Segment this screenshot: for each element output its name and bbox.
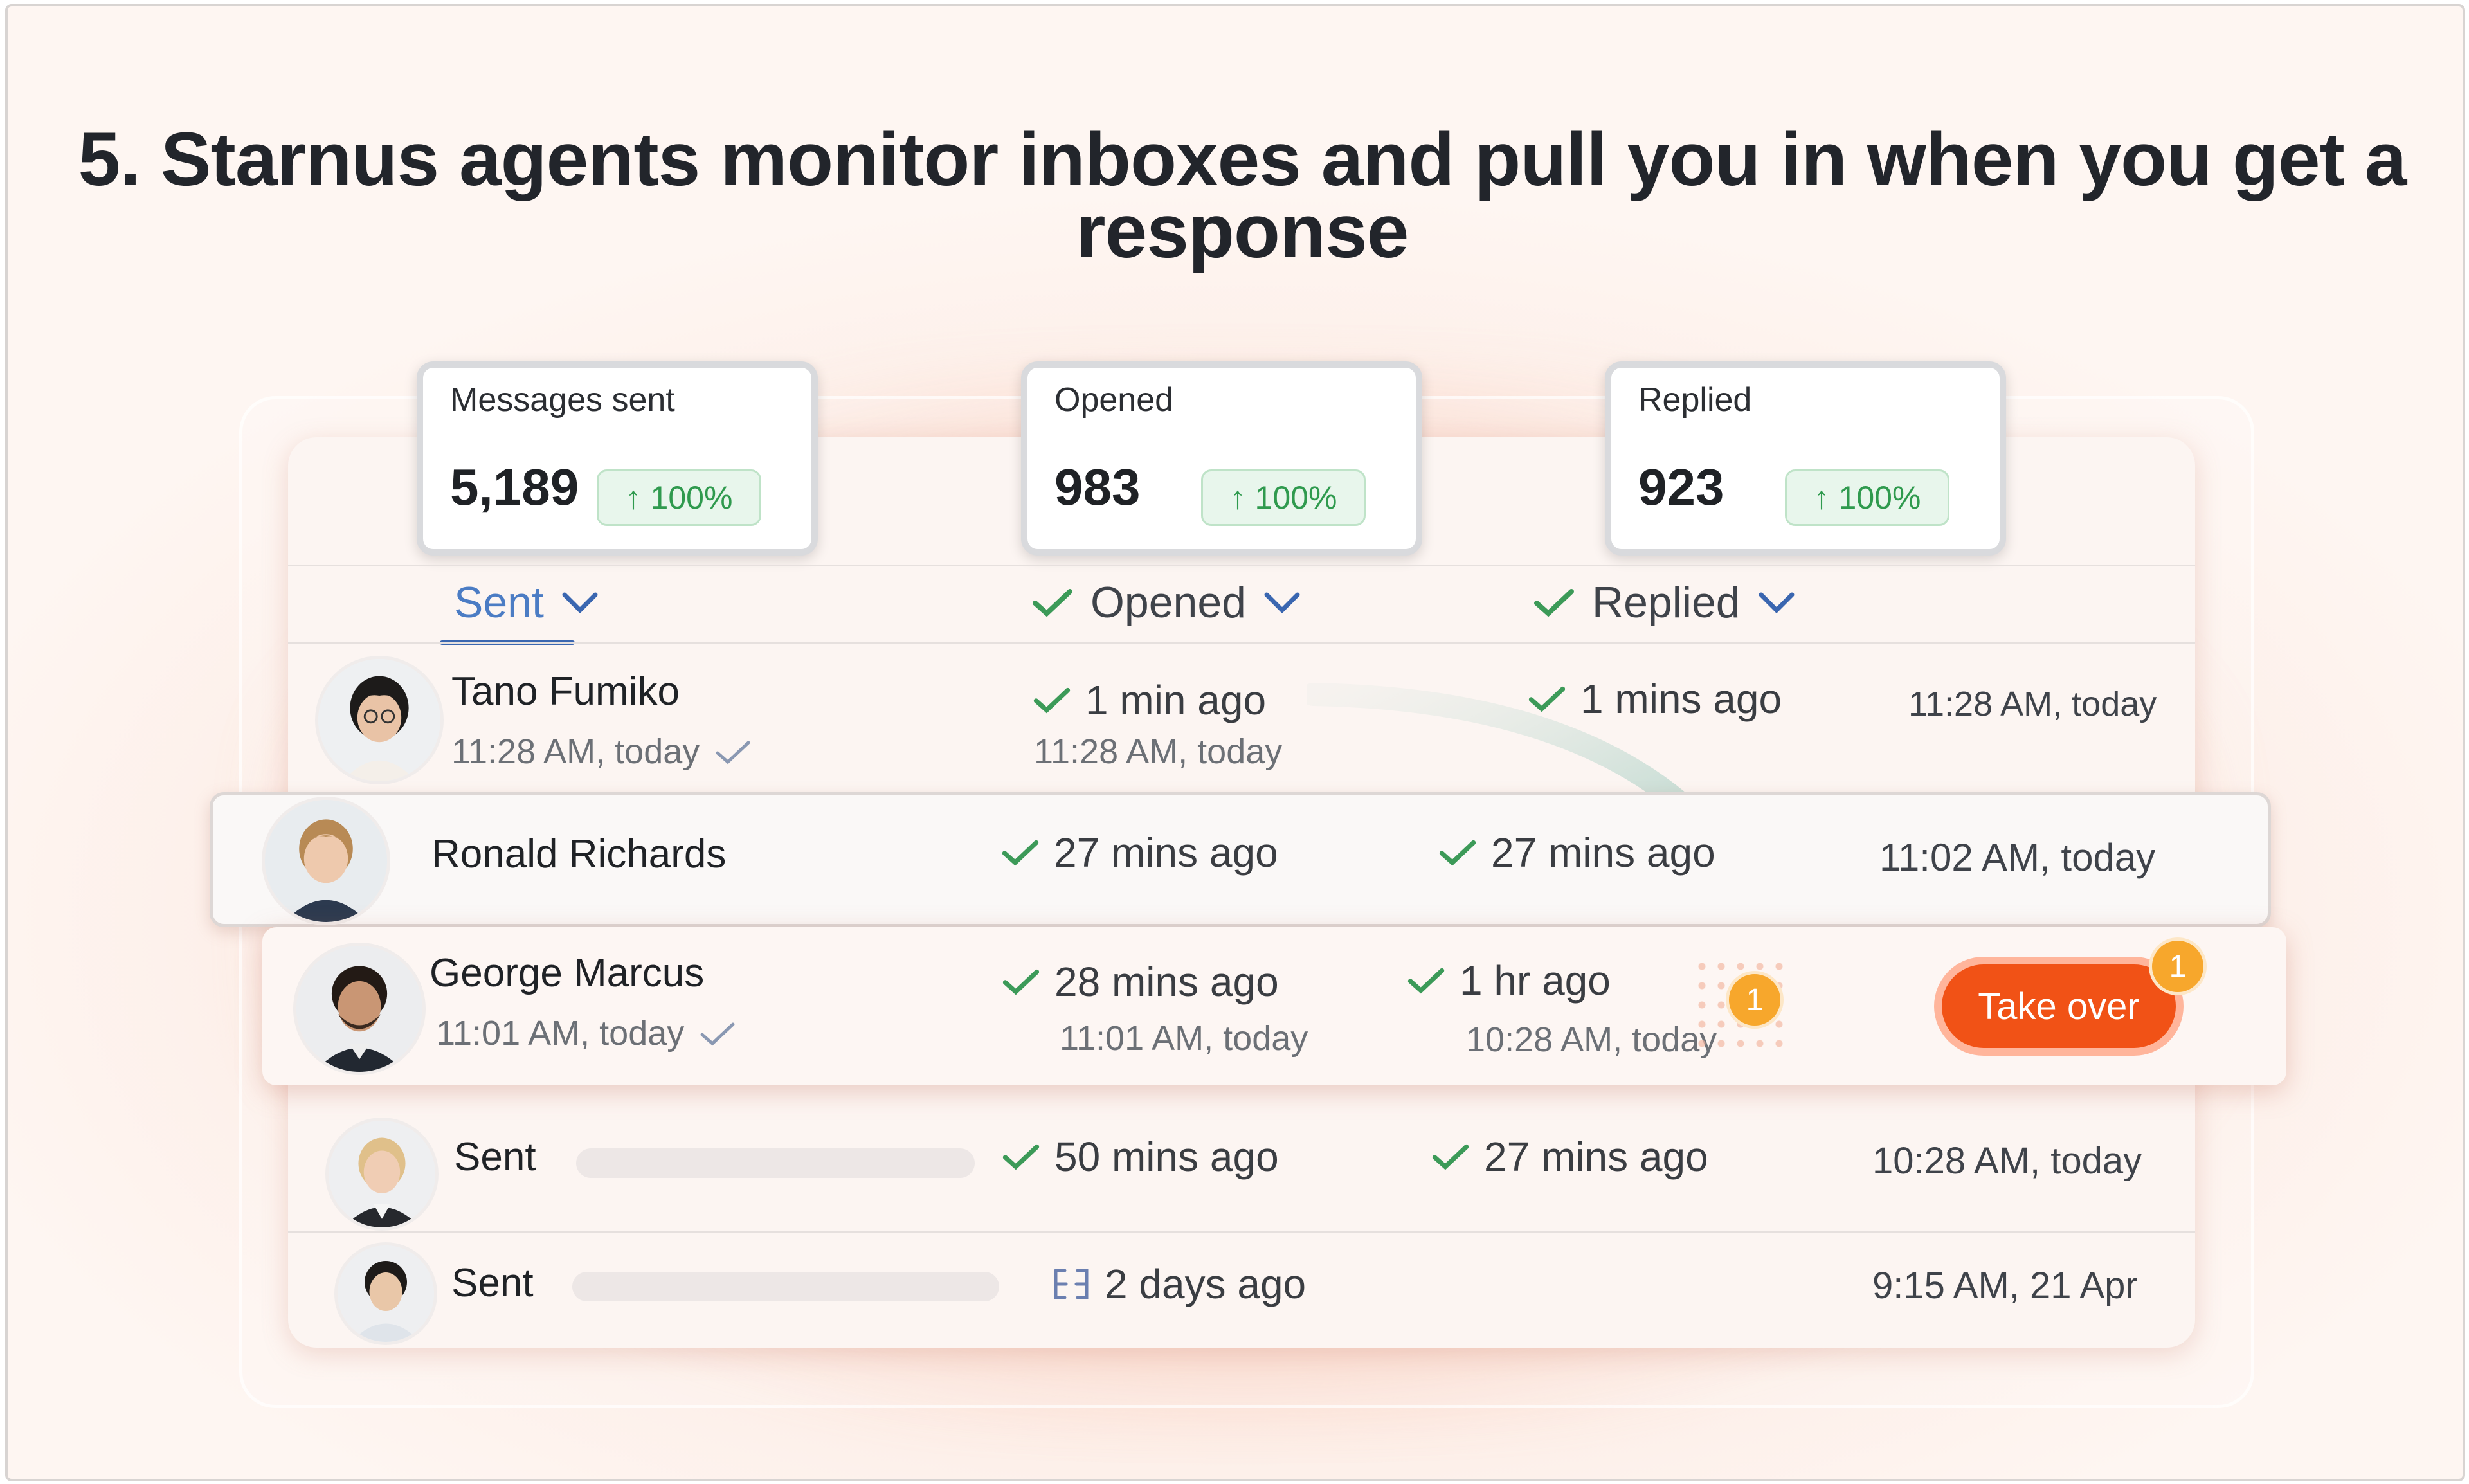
take-over-label: Take over — [1942, 964, 2176, 1048]
placeholder-bar — [576, 1148, 975, 1178]
check-icon — [700, 1022, 735, 1046]
replied-status: 27 mins ago — [1431, 1133, 1708, 1181]
avatar — [293, 943, 426, 1075]
check-icon — [1002, 1144, 1040, 1170]
opened-status: 1 min ago — [1033, 676, 1266, 724]
arrow-up-icon: ↑ — [625, 480, 642, 516]
row-timestamp: 9:15 AM, 21 Apr — [1872, 1265, 2138, 1307]
chevron-down-icon — [562, 592, 598, 613]
opened-status: 27 mins ago — [1001, 829, 1278, 876]
take-over-badge: 1 — [2149, 937, 2207, 995]
divider — [288, 565, 2195, 566]
stat-card-replied: Replied 923 ↑ 100% — [1605, 361, 2006, 556]
sent-time: 11:01 AM, today — [436, 1013, 736, 1053]
contact-name: Sent — [451, 1261, 534, 1305]
placeholder-bar — [572, 1272, 999, 1301]
contact-name: Tano Fumiko — [451, 669, 680, 714]
avatar — [315, 656, 444, 784]
stat-label: Opened — [1054, 381, 1174, 419]
opened-status: 28 mins ago — [1002, 958, 1279, 1006]
replied-status: 1 hr ago — [1407, 957, 1611, 1004]
stat-change-badge: ↑ 100% — [1201, 469, 1366, 526]
stat-change-badge: ↑ 100% — [597, 469, 761, 526]
avatar — [325, 1118, 439, 1231]
tab-opened[interactable]: Opened — [1031, 577, 1301, 628]
opened-time: 11:28 AM, today — [1034, 732, 1283, 771]
chevron-down-icon — [1759, 592, 1795, 613]
notification-badge: 1 — [1726, 971, 1784, 1029]
row-timestamp: 11:02 AM, today — [1879, 836, 2156, 879]
check-icon — [1407, 968, 1445, 994]
tab-replied[interactable]: Replied — [1533, 577, 1796, 628]
check-icon — [1534, 589, 1574, 617]
check-icon — [1432, 1144, 1469, 1170]
avatar — [334, 1242, 437, 1345]
contact-name: Ronald Richards — [431, 832, 727, 876]
take-over-button[interactable]: Take over — [1934, 957, 2184, 1056]
stat-label: Replied — [1638, 381, 1752, 419]
canvas: 5. Starnus agents monitor inboxes and pu… — [5, 4, 2465, 1481]
divider — [288, 1231, 2195, 1233]
contact-name: George Marcus — [430, 951, 705, 995]
table-row[interactable]: Ronald Richards 27 mins ago 27 mins ago … — [210, 792, 2271, 927]
avatar — [262, 797, 390, 925]
calendar-icon — [1054, 1269, 1089, 1299]
stat-value: 983 — [1054, 458, 1141, 516]
check-icon — [1002, 969, 1040, 995]
stat-label: Messages sent — [450, 381, 675, 419]
row-timestamp: 10:28 AM, today — [1872, 1140, 2142, 1182]
check-icon — [1528, 686, 1566, 712]
stat-change-badge: ↑ 100% — [1785, 469, 1949, 526]
stat-card-messages-sent: Messages sent 5,189 ↑ 100% — [417, 361, 818, 556]
page-headline: 5. Starnus agents monitor inboxes and pu… — [78, 117, 2407, 274]
arrow-up-icon: ↑ — [1229, 480, 1246, 516]
contact-name: Sent — [454, 1135, 536, 1179]
arrow-up-icon: ↑ — [1813, 480, 1830, 516]
replied-status: 1 mins ago — [1528, 675, 1782, 723]
check-icon — [1033, 687, 1071, 714]
check-icon — [1033, 589, 1072, 617]
replied-time: 10:28 AM, today — [1466, 1020, 1717, 1059]
sent-time: 11:28 AM, today — [451, 732, 751, 772]
opened-time: 11:01 AM, today — [1060, 1019, 1308, 1058]
stat-value: 923 — [1638, 458, 1724, 516]
opened-status: 50 mins ago — [1002, 1133, 1279, 1181]
check-icon — [1439, 840, 1476, 866]
check-icon — [1002, 840, 1039, 866]
row-timestamp: 11:28 AM, today — [1908, 685, 2157, 723]
chevron-down-icon — [1264, 592, 1300, 613]
stat-value: 5,189 — [450, 458, 579, 516]
stat-card-opened: Opened 983 ↑ 100% — [1021, 361, 1422, 556]
tab-sent[interactable]: Sent — [454, 577, 599, 628]
opened-status: 2 days ago — [1052, 1260, 1306, 1308]
divider — [288, 642, 2195, 644]
replied-status: 27 mins ago — [1438, 829, 1715, 876]
check-icon — [716, 741, 750, 765]
